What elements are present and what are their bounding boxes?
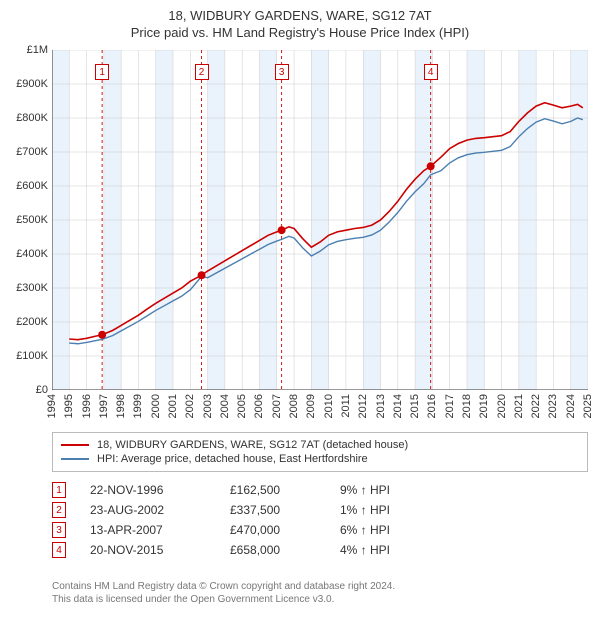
event-number: 1 (52, 482, 66, 498)
x-tick-label: 2020 (496, 394, 508, 418)
event-price: £470,000 (230, 523, 340, 537)
y-tick-label: £700K (3, 146, 48, 158)
event-date: 22-NOV-1996 (90, 483, 230, 497)
x-tick-label: 2011 (340, 394, 352, 418)
y-tick-label: £500K (3, 214, 48, 226)
x-tick-label: 2009 (305, 394, 317, 418)
x-tick-label: 2003 (202, 394, 214, 418)
x-tick-label: 2014 (392, 394, 404, 418)
y-tick-label: £200K (3, 316, 48, 328)
x-tick-label: 2010 (323, 394, 335, 418)
y-tick-label: £400K (3, 248, 48, 260)
event-pct: 9% ↑ HPI (340, 483, 450, 497)
x-tick-label: 2000 (150, 394, 162, 418)
event-row: 3 13-APR-2007£470,0006% ↑ HPI (52, 522, 588, 538)
event-marker: 2 (195, 64, 209, 80)
x-tick-label: 2018 (461, 394, 473, 418)
x-tick-label: 1997 (98, 394, 110, 418)
events-table: 1 22-NOV-1996£162,5009% ↑ HPI 2 23-AUG-2002… (52, 478, 588, 562)
x-tick-label: 2023 (547, 394, 559, 418)
x-tick-label: 1994 (46, 394, 58, 418)
event-row: 2 23-AUG-2002£337,5001% ↑ HPI (52, 502, 588, 518)
x-tick-label: 2017 (444, 394, 456, 418)
x-tick-label: 1998 (115, 394, 127, 418)
y-tick-label: £600K (3, 180, 48, 192)
x-tick-label: 2021 (513, 394, 525, 418)
y-tick-label: £100K (3, 350, 48, 362)
event-date: 13-APR-2007 (90, 523, 230, 537)
x-tick-label: 2008 (288, 394, 300, 418)
y-tick-label: £900K (3, 78, 48, 90)
event-number: 4 (52, 542, 66, 558)
legend-label-hpi: HPI: Average price, detached house, East… (97, 453, 368, 465)
footer-line1: Contains HM Land Registry data © Crown c… (52, 580, 588, 593)
legend-item-hpi: HPI: Average price, detached house, East… (61, 453, 579, 465)
x-tick-label: 2002 (184, 394, 196, 418)
legend-swatch-hpi (61, 458, 89, 460)
chart-area: £0£100K£200K£300K£400K£500K£600K£700K£80… (52, 50, 588, 390)
x-tick-label: 2005 (236, 394, 248, 418)
x-tick-label: 2006 (253, 394, 265, 418)
x-tick-label: 2013 (375, 394, 387, 418)
y-tick-label: £0 (3, 384, 48, 396)
event-marker: 3 (275, 64, 289, 80)
footer-line2: This data is licensed under the Open Gov… (52, 593, 588, 606)
page-root: 18, WIDBURY GARDENS, WARE, SG12 7AT Pric… (0, 0, 600, 620)
y-tick-label: £1M (3, 44, 48, 56)
x-tick-label: 2016 (426, 394, 438, 418)
x-tick-label: 2012 (357, 394, 369, 418)
event-number: 2 (52, 502, 66, 518)
event-number: 3 (52, 522, 66, 538)
x-tick-label: 2007 (271, 394, 283, 418)
event-pct: 6% ↑ HPI (340, 523, 450, 537)
y-tick-label: £300K (3, 282, 48, 294)
x-tick-label: 2001 (167, 394, 179, 418)
line-chart (52, 50, 588, 390)
event-pct: 4% ↑ HPI (340, 543, 450, 557)
title-address: 18, WIDBURY GARDENS, WARE, SG12 7AT (0, 8, 600, 23)
event-marker: 4 (424, 64, 438, 80)
y-tick-label: £800K (3, 112, 48, 124)
event-row: 4 20-NOV-2015£658,0004% ↑ HPI (52, 542, 588, 558)
x-tick-label: 2022 (530, 394, 542, 418)
event-pct: 1% ↑ HPI (340, 503, 450, 517)
footer: Contains HM Land Registry data © Crown c… (52, 580, 588, 606)
x-tick-label: 2024 (565, 394, 577, 418)
event-date: 23-AUG-2002 (90, 503, 230, 517)
event-date: 20-NOV-2015 (90, 543, 230, 557)
event-price: £162,500 (230, 483, 340, 497)
legend-label-subject: 18, WIDBURY GARDENS, WARE, SG12 7AT (det… (97, 439, 408, 451)
legend-item-subject: 18, WIDBURY GARDENS, WARE, SG12 7AT (det… (61, 439, 579, 451)
legend-swatch-subject (61, 444, 89, 446)
event-marker: 1 (95, 64, 109, 80)
event-price: £337,500 (230, 503, 340, 517)
x-tick-label: 2004 (219, 394, 231, 418)
x-tick-label: 1996 (81, 394, 93, 418)
x-tick-label: 1999 (132, 394, 144, 418)
legend: 18, WIDBURY GARDENS, WARE, SG12 7AT (det… (52, 432, 588, 472)
x-tick-label: 2025 (582, 394, 594, 418)
chart-title: 18, WIDBURY GARDENS, WARE, SG12 7AT Pric… (0, 0, 600, 40)
event-price: £658,000 (230, 543, 340, 557)
x-tick-label: 1995 (63, 394, 75, 418)
x-tick-label: 2015 (409, 394, 421, 418)
x-tick-label: 2019 (478, 394, 490, 418)
event-row: 1 22-NOV-1996£162,5009% ↑ HPI (52, 482, 588, 498)
title-subtitle: Price paid vs. HM Land Registry's House … (0, 25, 600, 40)
